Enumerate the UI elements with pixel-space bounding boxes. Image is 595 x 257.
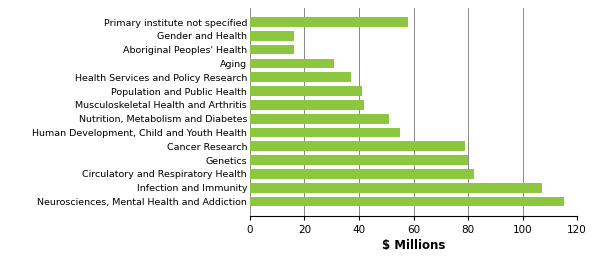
Bar (250, 142, 465, 151)
Bar (250, 17, 408, 27)
Bar (250, 128, 400, 137)
Bar (250, 31, 293, 41)
Bar (250, 197, 563, 206)
Bar (250, 86, 362, 96)
Bar (250, 100, 364, 110)
X-axis label: $ Millions: $ Millions (382, 239, 445, 252)
Bar (250, 45, 293, 54)
Bar (250, 183, 541, 192)
Bar (250, 155, 468, 165)
Bar (250, 169, 474, 179)
Bar (250, 72, 351, 82)
Bar (250, 59, 334, 68)
Bar (250, 114, 389, 124)
